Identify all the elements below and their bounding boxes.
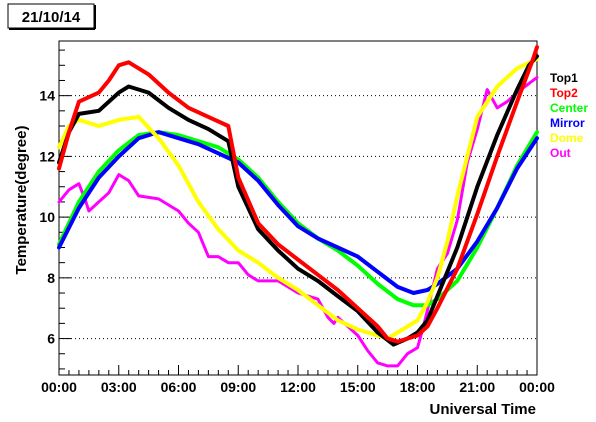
- series-line-top1: [57, 54, 539, 347]
- plot-frame: [58, 40, 538, 376]
- x-tick-label: 21:00: [459, 379, 495, 395]
- x-axis: 00:00 03:00 06:00 09:00 12:00 15:00 18:00 21:00…: [41, 365, 555, 395]
- series-lines: [57, 45, 539, 368]
- x-tick-label: 12:00: [280, 379, 316, 395]
- x-tick-label: 09:00: [220, 379, 256, 395]
- y-tick-label: 8: [47, 270, 55, 286]
- x-tick-label: 18:00: [400, 379, 436, 395]
- legend-entry-mirror: Mirror: [550, 116, 585, 130]
- y-axis: 6 8 10 12 14: [39, 49, 71, 370]
- x-axis-title: Universal Time: [430, 401, 536, 418]
- x-tick-label: 00:00: [41, 379, 77, 395]
- series-line-dome: [57, 57, 539, 341]
- x-tick-label: 03:00: [101, 379, 137, 395]
- legend-entry-top1: Top1: [550, 71, 578, 85]
- y-tick-label: 6: [47, 331, 55, 347]
- legend-entry-dome: Dome: [550, 131, 584, 145]
- legend-entry-top2: Top2: [550, 86, 578, 100]
- series-line-top2: [57, 45, 539, 344]
- legend-entry-center: Center: [550, 101, 588, 115]
- date-box: 21/10/14: [7, 3, 96, 30]
- y-tick-label: 12: [39, 148, 55, 164]
- date-label: 21/10/14: [22, 9, 81, 26]
- x-tick-label: 15:00: [340, 379, 376, 395]
- x-tick-label: 00:00: [519, 379, 555, 395]
- y-tick-label: 14: [39, 88, 55, 104]
- legend-entry-out: Out: [550, 146, 571, 160]
- x-tick-label: 06:00: [161, 379, 197, 395]
- y-axis-title: Temperature(degree): [13, 126, 30, 275]
- y-tick-label: 10: [39, 209, 55, 225]
